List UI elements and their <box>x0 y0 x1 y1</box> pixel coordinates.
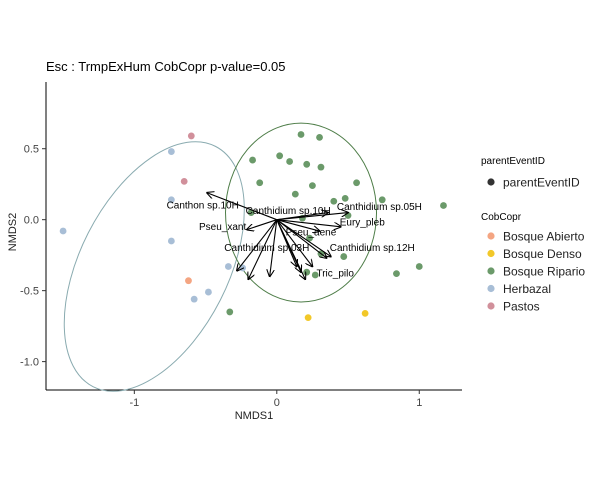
data-point <box>224 263 232 270</box>
x-tick-label: 0 <box>274 397 280 409</box>
species-vector-arrow <box>276 219 320 231</box>
data-point <box>393 270 400 278</box>
chart-title: Esc : TrmpExHum CobCopr p-value=0.05 <box>46 59 286 74</box>
legend-label: Bosque Abierto <box>503 230 585 244</box>
species-vector-label: Canthidium sp.12H <box>330 243 415 254</box>
data-point <box>378 196 386 204</box>
data-point <box>303 268 311 276</box>
y-axis-title: NMDS2 <box>7 213 19 252</box>
y-tick-label: -1.0 <box>20 357 39 369</box>
x-tick-label: 1 <box>416 397 422 409</box>
legend-label: Pastos <box>503 300 540 314</box>
legend-group-title: CobCopr <box>481 212 522 223</box>
legend-label: Herbazal <box>503 282 551 296</box>
data-point <box>311 271 319 279</box>
species-vector-label: Canthidium sp.05H <box>337 202 422 213</box>
data-point <box>353 179 360 187</box>
data-point <box>205 288 212 296</box>
data-point <box>190 295 198 303</box>
data-point <box>341 194 349 202</box>
species-vector-arrow <box>207 193 277 221</box>
data-point <box>291 190 299 198</box>
species-vector-arrow <box>237 219 278 271</box>
legend-key <box>487 267 495 275</box>
species-vector-label: Canthon sp.10H <box>167 200 239 211</box>
confidence-ellipse <box>225 122 378 303</box>
legend-key <box>487 302 495 310</box>
data-point <box>415 263 423 270</box>
data-point <box>185 277 192 285</box>
data-point <box>303 160 311 168</box>
data-point <box>167 237 175 245</box>
species-vector-arrow <box>276 219 341 227</box>
species-vector-label: Canthidium sp.03H <box>224 243 309 254</box>
data-point <box>286 158 294 165</box>
data-point <box>306 234 313 242</box>
species-vector-arrow <box>276 213 348 221</box>
species-vector-arrow <box>276 219 331 257</box>
x-tick-label: -1 <box>129 397 139 409</box>
data-point <box>440 202 447 209</box>
y-tick-label: -0.5 <box>20 286 39 298</box>
species-vector-label: Canthidium sp.10H <box>246 206 331 217</box>
data-point <box>226 308 234 316</box>
species-vector-arrow <box>247 219 277 230</box>
data-point <box>187 132 195 140</box>
species-vector-arrow <box>276 219 301 273</box>
data-point <box>276 152 284 160</box>
data-point <box>304 314 312 322</box>
data-point <box>316 133 323 141</box>
legend-key <box>487 249 495 258</box>
legend: parentEventID parentEventID CobCopr Bosque … <box>481 156 585 314</box>
legend-label: Bosque Ripario <box>503 265 585 279</box>
confidence-ellipse <box>63 141 245 392</box>
legend-parent-title: parentEventID <box>481 156 545 167</box>
legend-key <box>487 178 495 186</box>
species-vector-label: Pseu_aene <box>286 227 337 238</box>
data-point <box>180 177 188 185</box>
y-tick-label: 0.0 <box>24 215 39 227</box>
data-point <box>59 227 67 235</box>
species-vector-label: Tric_pilo <box>316 269 354 280</box>
data-point <box>167 196 175 204</box>
x-axis-title: NMDS1 <box>235 410 274 422</box>
species-vector-arrow <box>270 219 278 277</box>
data-point <box>317 163 325 171</box>
data-point <box>249 156 256 164</box>
species-vector-arrow <box>248 219 278 280</box>
species-vector-arrow <box>276 219 327 258</box>
legend-label: Bosque Denso <box>503 247 582 261</box>
species-vector-arrow <box>276 219 313 267</box>
species-vector-label: Pseu_xant <box>199 222 246 233</box>
data-point <box>361 309 369 317</box>
data-point <box>297 131 305 138</box>
y-tick-label: 0.5 <box>24 144 39 156</box>
data-point <box>309 182 316 190</box>
data-point <box>330 197 338 205</box>
legend-key <box>487 232 495 240</box>
legend-key <box>487 284 495 293</box>
data-point <box>256 179 264 187</box>
legend-parent-label: parentEventID <box>503 176 580 190</box>
data-point <box>239 264 247 272</box>
data-point <box>340 253 348 260</box>
species-vector-label: Eury_pleb <box>340 218 385 229</box>
plot-area: -1 0 1 0.5 0.0 -0.5 -1.0 Canthon sp.10H Pseu_xan… <box>20 82 462 409</box>
data-point <box>167 148 175 155</box>
